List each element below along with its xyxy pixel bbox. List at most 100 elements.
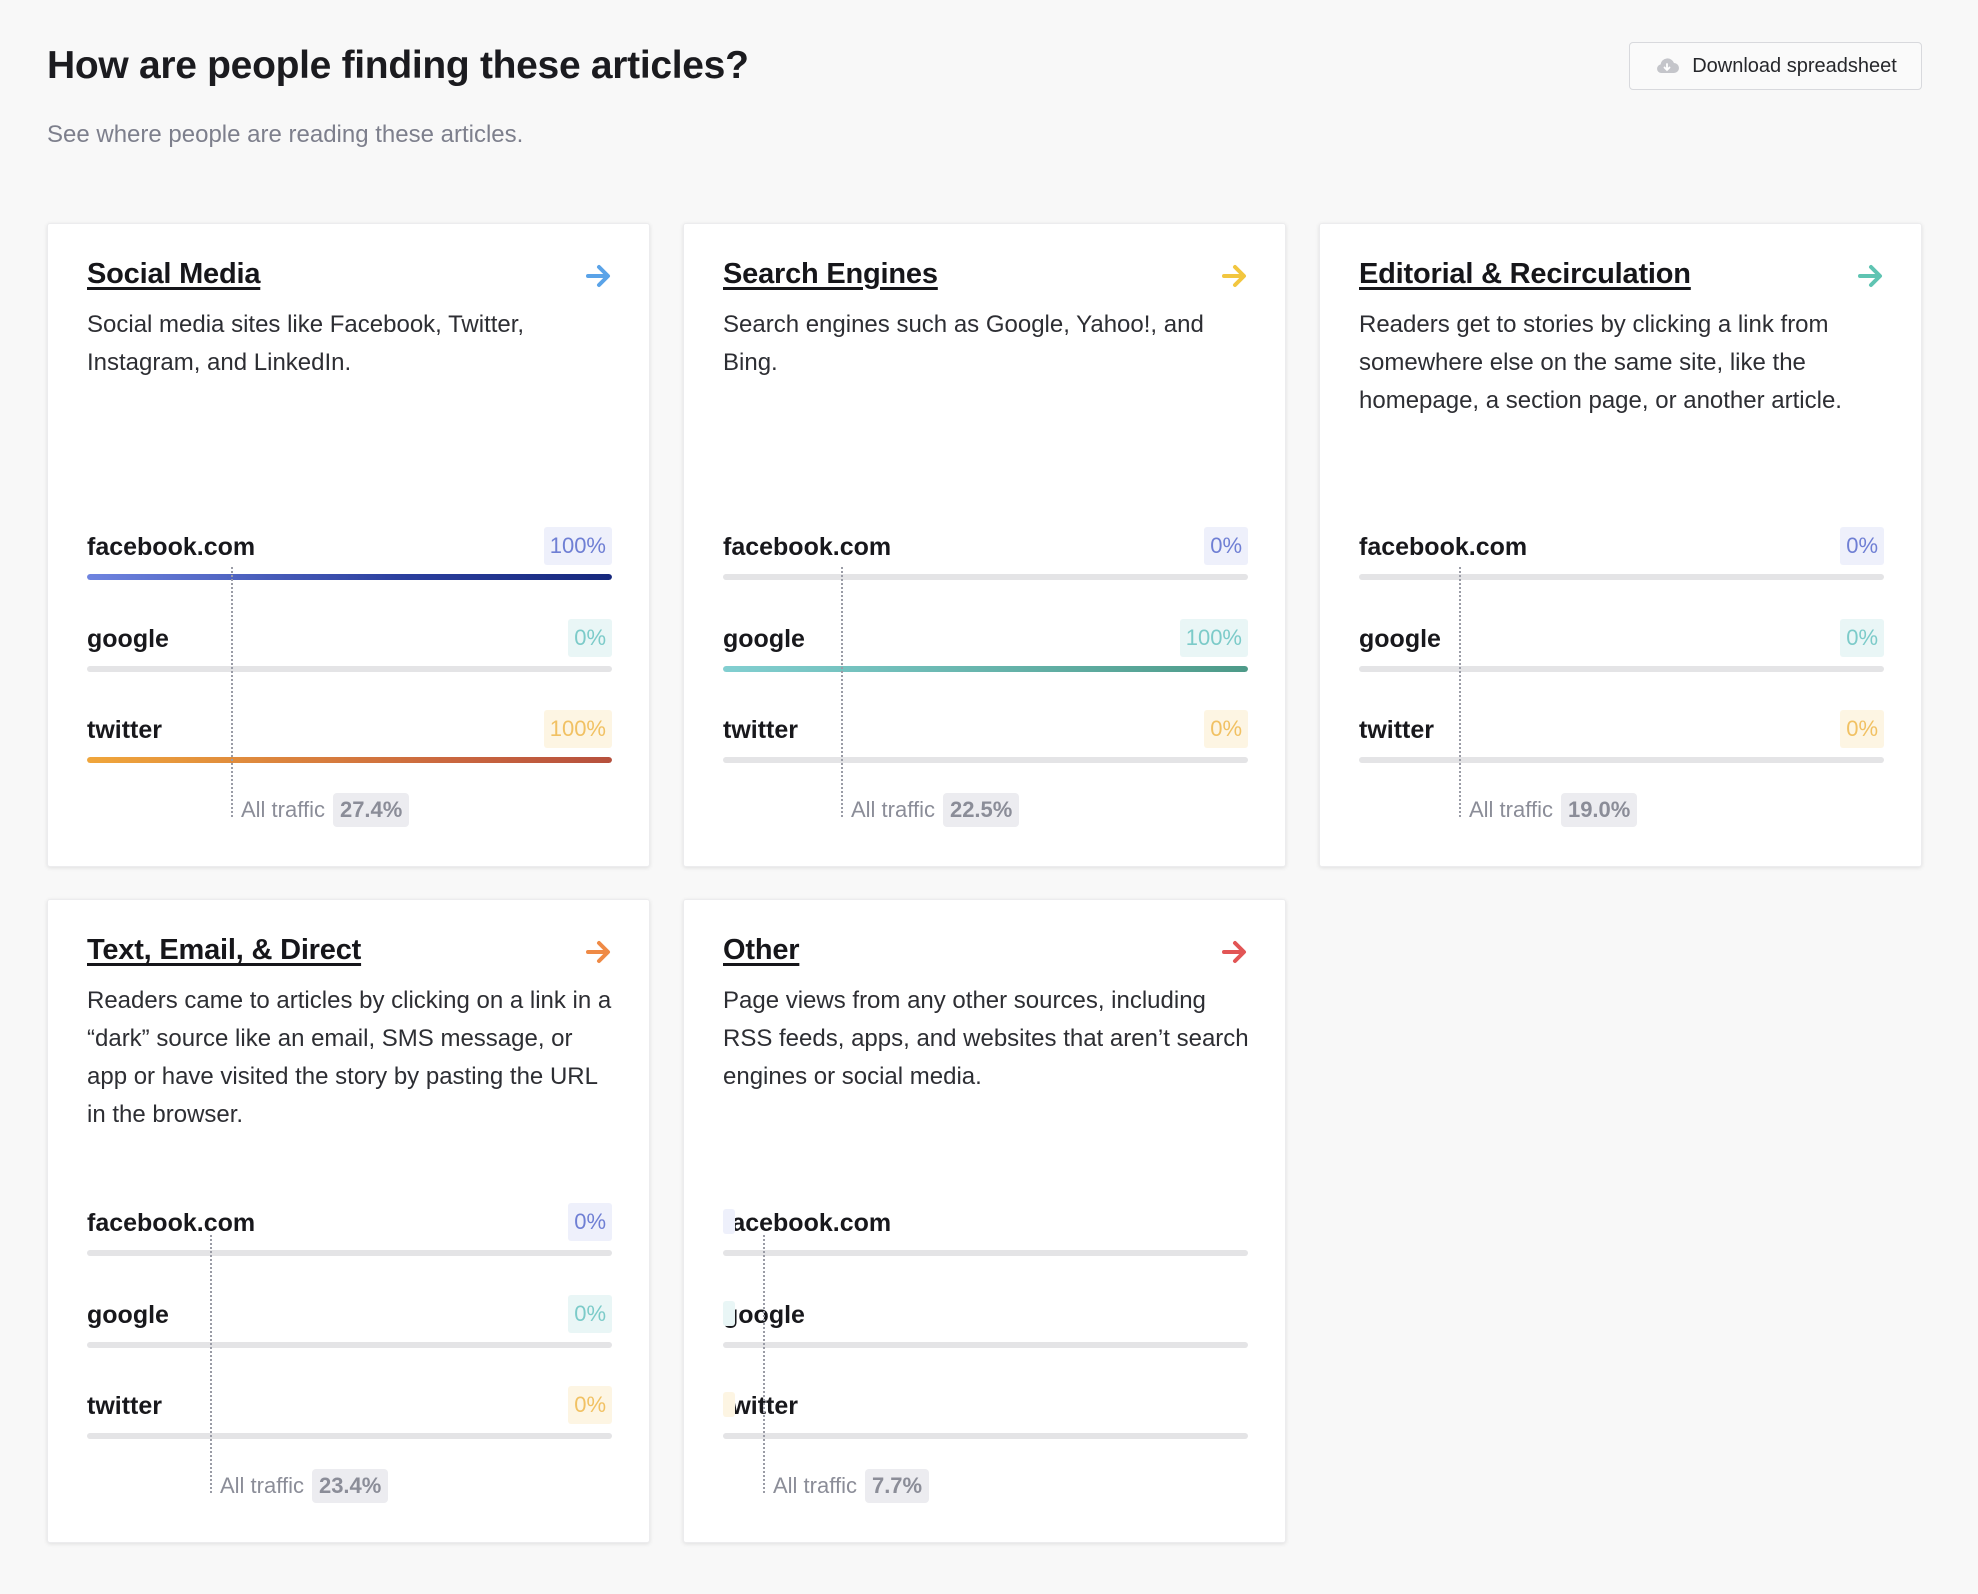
- row-value: [723, 1209, 735, 1234]
- card-other: Other Page views from any other sources,…: [683, 899, 1286, 1543]
- row-label: facebook.com: [723, 1209, 892, 1237]
- row-label: facebook.com: [87, 533, 256, 561]
- row-google: google 100%: [723, 619, 1248, 679]
- download-spreadsheet-label: Download spreadsheet: [1692, 54, 1897, 77]
- row-track: [723, 1250, 1248, 1256]
- row-twitter: twitter 0%: [87, 1386, 612, 1446]
- card-text-email-direct: Text, Email, & Direct Readers came to ar…: [47, 899, 650, 1543]
- editorial-arrow-link[interactable]: [1857, 262, 1885, 290]
- row-label: facebook.com: [723, 533, 892, 561]
- row-track: [1359, 574, 1884, 580]
- card-description: Readers came to articles by clicking on …: [87, 987, 612, 1128]
- row-google: google 0%: [87, 619, 612, 679]
- card-description: Page views from any other sources, inclu…: [723, 987, 1249, 1090]
- row-facebook: facebook.com 0%: [723, 527, 1248, 587]
- all-traffic-marker-line: [231, 567, 233, 817]
- all-traffic-label: All traffic: [241, 797, 325, 822]
- all-traffic-label: All traffic: [851, 797, 935, 822]
- all-traffic-marker-line: [210, 1235, 212, 1493]
- all-traffic-indicator: All traffic 7.7%: [773, 1469, 930, 1503]
- row-label: twitter: [723, 716, 798, 744]
- card-title-social-media[interactable]: Social Media: [87, 258, 261, 290]
- all-traffic-marker-line: [841, 567, 843, 817]
- row-label: google: [87, 625, 169, 653]
- row-fill: [87, 757, 612, 763]
- all-traffic-label: All traffic: [1469, 797, 1553, 822]
- all-traffic-indicator: All traffic 27.4%: [241, 793, 410, 827]
- all-traffic-label: All traffic: [773, 1473, 857, 1498]
- all-traffic-value: 23.4%: [311, 1469, 389, 1503]
- row-google: google 0%: [87, 1295, 612, 1355]
- row-track: [87, 666, 612, 672]
- arrow-right-icon: [1858, 265, 1882, 287]
- row-facebook: facebook.com 0%: [87, 1203, 612, 1263]
- row-track: [1359, 757, 1884, 763]
- all-traffic-value: 27.4%: [332, 793, 410, 827]
- row-track: [723, 574, 1248, 580]
- social-media-arrow-link[interactable]: [585, 262, 613, 290]
- row-value: 100%: [1179, 619, 1248, 657]
- all-traffic-indicator: All traffic 23.4%: [220, 1469, 389, 1503]
- row-value: 0%: [1840, 710, 1884, 748]
- other-arrow-link[interactable]: [1221, 938, 1249, 966]
- row-value: 0%: [1204, 710, 1248, 748]
- row-label: facebook.com: [87, 1209, 256, 1237]
- row-label: google: [723, 625, 805, 653]
- row-value: 0%: [1840, 619, 1884, 657]
- card-description: Social media sites like Facebook, Twitte…: [87, 311, 525, 376]
- row-label: twitter: [1359, 716, 1434, 744]
- row-facebook: facebook.com: [723, 1203, 1248, 1263]
- arrow-right-icon: [1222, 941, 1246, 963]
- row-label: twitter: [723, 1392, 798, 1420]
- all-traffic-value: 22.5%: [942, 793, 1020, 827]
- row-facebook: facebook.com 100%: [87, 527, 612, 587]
- row-value: 0%: [1840, 527, 1884, 565]
- row-value: 0%: [568, 1386, 612, 1424]
- row-value: 0%: [568, 1203, 612, 1241]
- search-engines-arrow-link[interactable]: [1221, 262, 1249, 290]
- row-fill: [723, 666, 1248, 672]
- row-value: 0%: [1204, 527, 1248, 565]
- row-label: google: [1359, 625, 1441, 653]
- row-twitter: twitter 100%: [87, 710, 612, 770]
- row-value: 100%: [543, 527, 612, 565]
- page-title: How are people finding these articles?: [47, 44, 749, 87]
- all-traffic-label: All traffic: [220, 1473, 304, 1498]
- row-twitter: twitter: [723, 1386, 1248, 1446]
- row-fill: [87, 574, 612, 580]
- row-track: [87, 757, 612, 763]
- row-value: 0%: [568, 619, 612, 657]
- card-title-editorial-recirculation[interactable]: Editorial & Recirculation: [1359, 258, 1691, 290]
- card-editorial-recirculation: Editorial & Recirculation Readers get to…: [1319, 223, 1922, 867]
- row-facebook: facebook.com 0%: [1359, 527, 1884, 587]
- card-title-search-engines[interactable]: Search Engines: [723, 258, 938, 290]
- row-track: [1359, 666, 1884, 672]
- all-traffic-indicator: All traffic 19.0%: [1469, 793, 1638, 827]
- row-value: [723, 1301, 735, 1326]
- row-label: google: [87, 1301, 169, 1329]
- download-spreadsheet-button[interactable]: Download spreadsheet: [1629, 42, 1922, 90]
- arrow-right-icon: [586, 265, 610, 287]
- row-track: [87, 574, 612, 580]
- arrow-right-icon: [586, 941, 610, 963]
- all-traffic-value: 7.7%: [864, 1469, 930, 1503]
- cloud-download-icon: [1657, 58, 1680, 73]
- card-description: Search engines such as Google, Yahoo!, a…: [723, 311, 1204, 376]
- text-email-direct-arrow-link[interactable]: [585, 938, 613, 966]
- card-title-other[interactable]: Other: [723, 934, 800, 966]
- row-track: [723, 1342, 1248, 1348]
- row-label: twitter: [87, 716, 162, 744]
- row-label: facebook.com: [1359, 533, 1528, 561]
- row-twitter: twitter 0%: [1359, 710, 1884, 770]
- row-track: [87, 1342, 612, 1348]
- row-twitter: twitter 0%: [723, 710, 1248, 770]
- row-value: 0%: [568, 1295, 612, 1333]
- arrow-right-icon: [1222, 265, 1246, 287]
- row-track: [87, 1250, 612, 1256]
- row-track: [723, 1433, 1248, 1439]
- row-value: [723, 1392, 735, 1417]
- row-google: google 0%: [1359, 619, 1884, 679]
- row-track: [87, 1433, 612, 1439]
- card-title-text-email-direct[interactable]: Text, Email, & Direct: [87, 934, 362, 966]
